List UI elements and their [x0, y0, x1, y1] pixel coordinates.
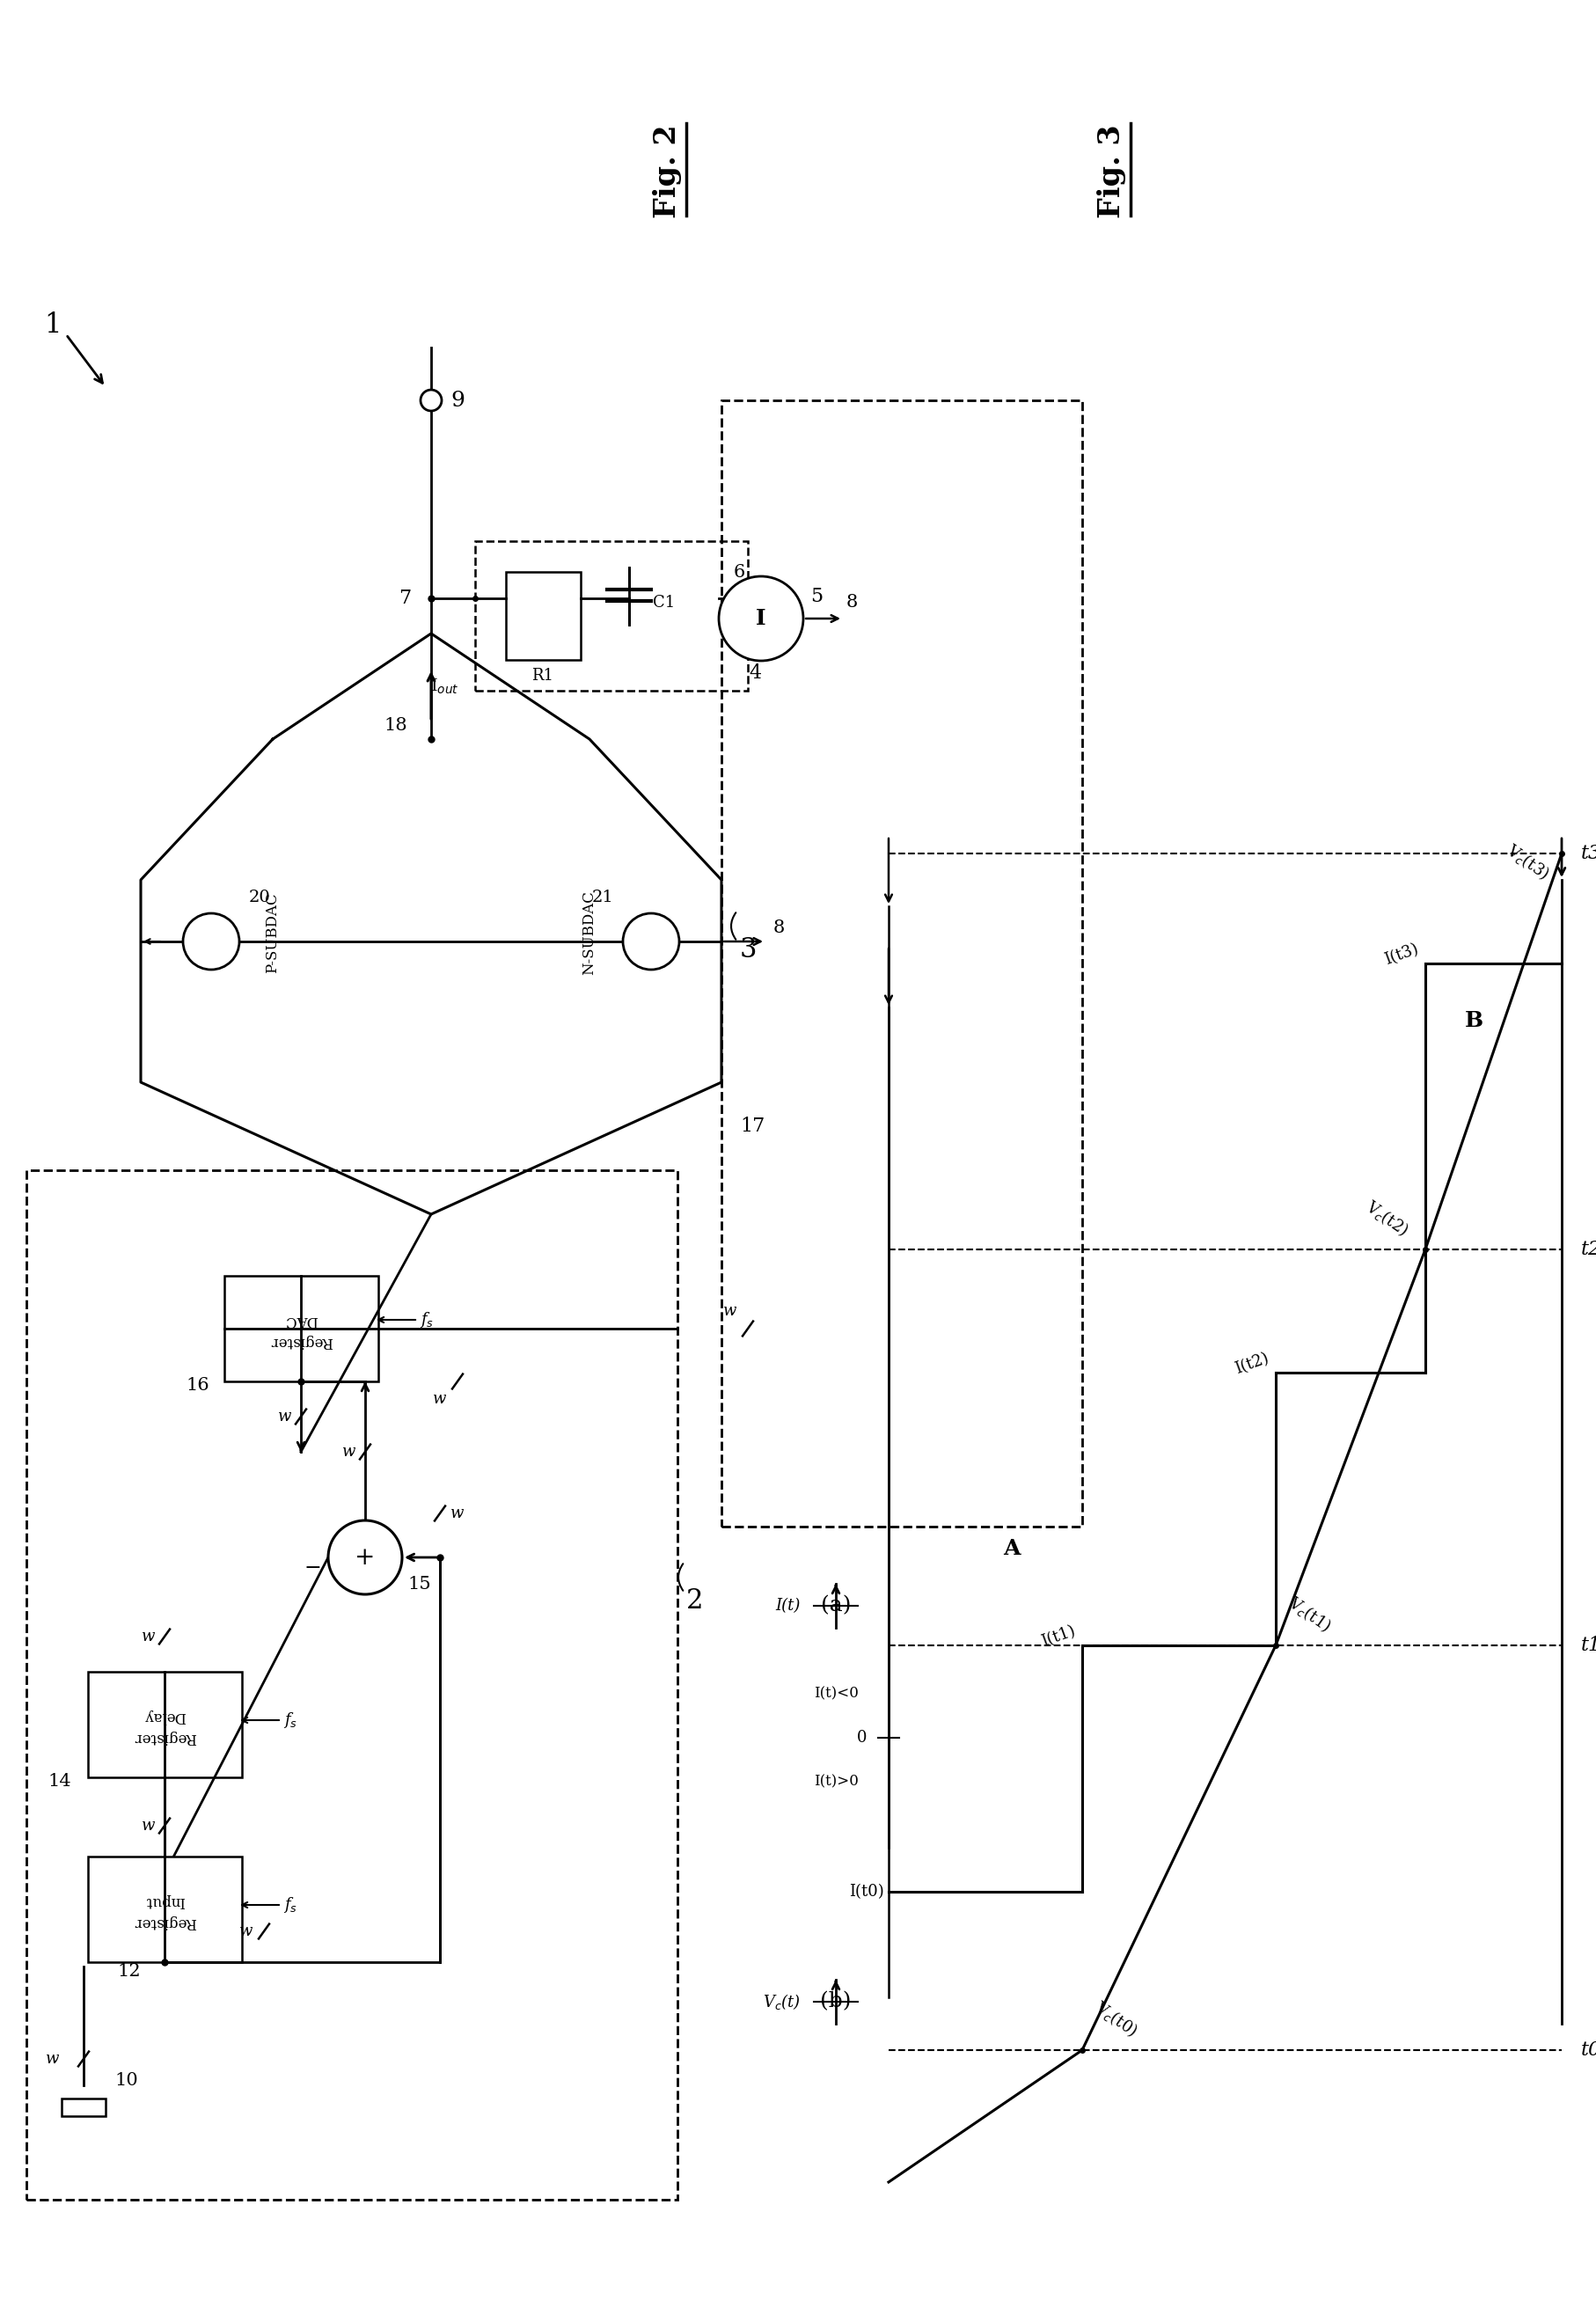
Text: V$_c$(t3): V$_c$(t3)	[1502, 842, 1551, 883]
Bar	[88, 1856, 243, 1962]
Bar	[721, 400, 1082, 1527]
Circle shape	[718, 577, 803, 660]
Text: t0: t0	[1580, 2040, 1596, 2061]
Text: 20: 20	[249, 890, 270, 906]
Bar	[476, 540, 747, 690]
Text: 15: 15	[407, 1576, 431, 1592]
Bar	[62, 2098, 105, 2116]
Bar	[223, 1277, 378, 1382]
Text: V$_c$(t2): V$_c$(t2)	[1361, 1196, 1411, 1240]
Circle shape	[622, 913, 678, 971]
Text: B: B	[1464, 1010, 1483, 1030]
Text: N-SUBDAC: N-SUBDAC	[581, 890, 597, 975]
Text: I: I	[755, 607, 766, 630]
Text: 9: 9	[450, 391, 464, 409]
Circle shape	[420, 389, 442, 412]
Text: DAC: DAC	[284, 1313, 318, 1327]
Text: Register: Register	[270, 1334, 332, 1350]
Text: Fig. 2: Fig. 2	[653, 124, 681, 218]
Text: f$_s$: f$_s$	[420, 1311, 434, 1329]
Text: V$_c$(t): V$_c$(t)	[763, 1992, 800, 2012]
Text: I(t)>0: I(t)>0	[812, 1773, 857, 1789]
Bar	[88, 1672, 243, 1778]
Text: w: w	[342, 1444, 356, 1460]
Text: 12: 12	[118, 1962, 140, 1980]
Text: 5: 5	[809, 586, 822, 607]
Text: w: w	[46, 2052, 59, 2068]
Text: R1: R1	[531, 667, 554, 683]
Text: 3: 3	[739, 936, 757, 964]
Text: f$_s$: f$_s$	[282, 1711, 297, 1730]
Text: Register: Register	[132, 1730, 196, 1746]
Text: 7: 7	[399, 589, 410, 607]
Polygon shape	[140, 632, 721, 1214]
Text: I(t2): I(t2)	[1232, 1350, 1270, 1378]
Text: +: +	[354, 1546, 375, 1569]
Text: Input: Input	[145, 1893, 184, 1909]
Text: w: w	[278, 1408, 292, 1424]
Text: 17: 17	[739, 1116, 764, 1136]
Text: P-SUBDAC: P-SUBDAC	[265, 892, 279, 973]
Text: I(t)<0: I(t)<0	[812, 1686, 857, 1702]
Text: I(t3): I(t3)	[1382, 941, 1420, 968]
Text: 4: 4	[749, 662, 761, 683]
Text: 6: 6	[733, 563, 744, 580]
Text: 8: 8	[772, 920, 784, 936]
Text: (b): (b)	[820, 1992, 851, 2012]
Text: w: w	[433, 1392, 447, 1408]
Text: V$_c$(t0): V$_c$(t0)	[1090, 1999, 1141, 2040]
Text: w: w	[239, 1923, 254, 1939]
Text: −: −	[303, 1557, 321, 1578]
Text: 16: 16	[187, 1378, 209, 1394]
Text: w: w	[450, 1506, 464, 1520]
Text: t3: t3	[1580, 844, 1596, 862]
Text: w: w	[142, 1628, 155, 1644]
Text: Delay: Delay	[144, 1709, 185, 1723]
Text: 14: 14	[48, 1773, 72, 1789]
Bar	[27, 1171, 677, 2199]
Text: 2: 2	[686, 1587, 704, 1615]
Text: I(t): I(t)	[776, 1598, 800, 1615]
Text: 8: 8	[846, 593, 857, 612]
Text: 1: 1	[45, 313, 61, 338]
Text: Fig. 3: Fig. 3	[1096, 124, 1125, 218]
Circle shape	[329, 1520, 402, 1594]
Text: (a): (a)	[820, 1596, 851, 1617]
Text: V$_c$(t1): V$_c$(t1)	[1283, 1594, 1334, 1635]
Text: 18: 18	[385, 718, 407, 734]
Text: w: w	[142, 1817, 155, 1833]
Text: I(t1): I(t1)	[1039, 1624, 1077, 1649]
Circle shape	[184, 913, 239, 971]
Bar	[506, 573, 581, 660]
Text: Register: Register	[132, 1916, 196, 1930]
Text: f$_s$: f$_s$	[282, 1895, 297, 1914]
Text: 10: 10	[115, 2072, 137, 2088]
Text: I$_{out}$: I$_{out}$	[429, 676, 458, 695]
Text: 0: 0	[855, 1730, 867, 1746]
Text: I(t0): I(t0)	[849, 1884, 884, 1900]
Text: 21: 21	[592, 890, 613, 906]
Text: A: A	[1002, 1539, 1020, 1559]
Text: t2: t2	[1580, 1240, 1596, 1258]
Text: t1: t1	[1580, 1635, 1596, 1656]
Text: w: w	[723, 1304, 737, 1318]
Text: C1: C1	[653, 596, 675, 610]
